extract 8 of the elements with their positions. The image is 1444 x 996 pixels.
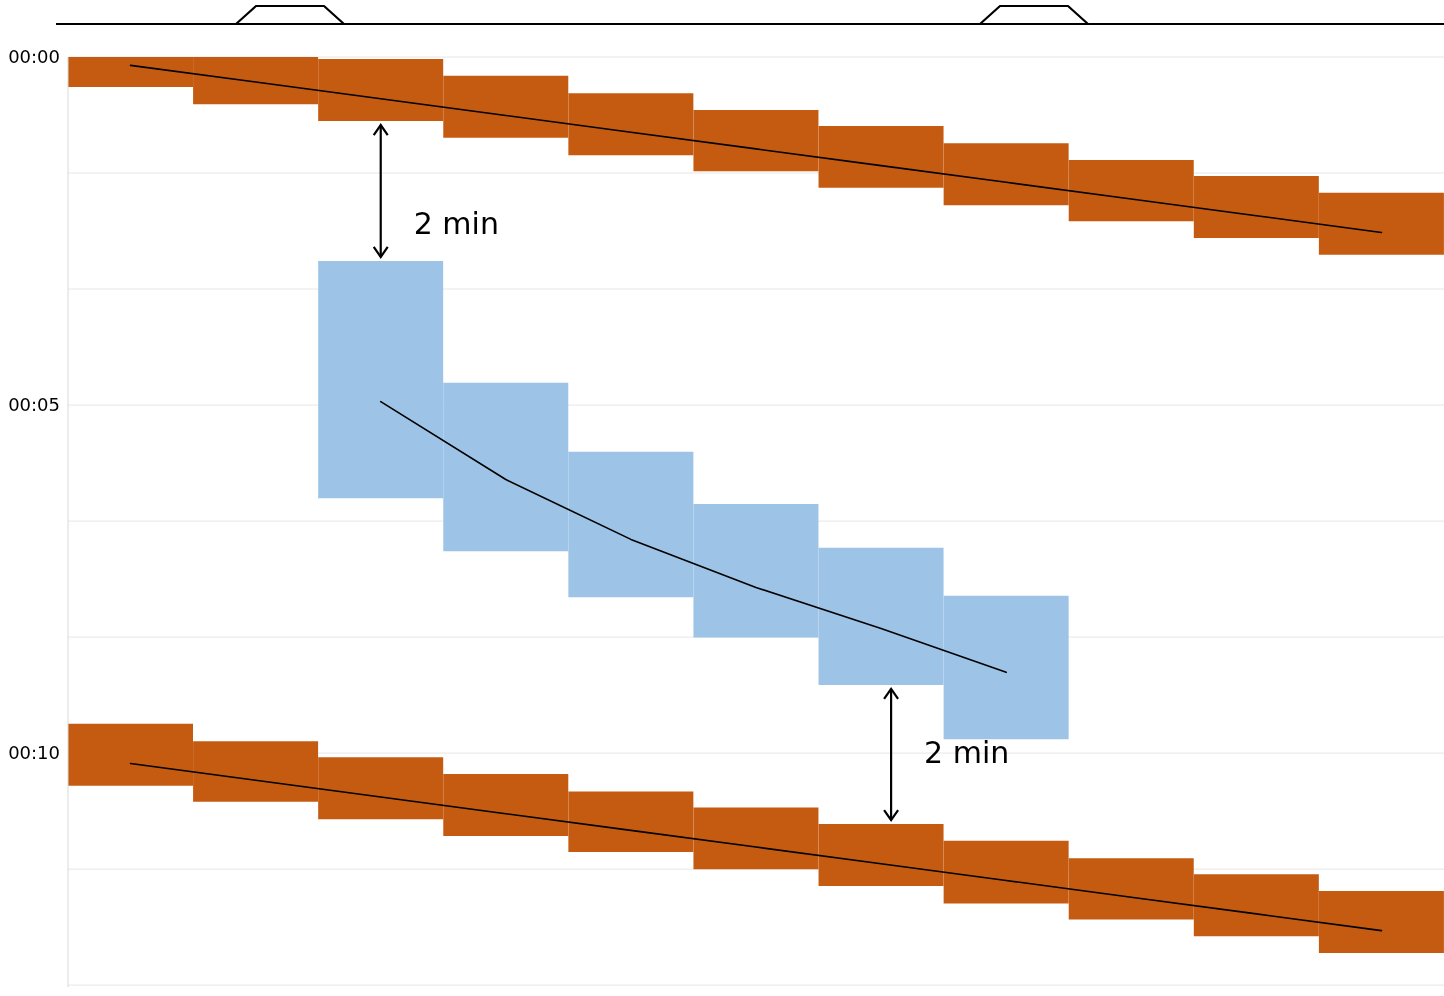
y-tick-label: 00:00 [8,46,60,68]
annotation: 2 min [924,735,1010,770]
annotation: 2 min [413,205,499,241]
y-tick-label: 00:10 [8,742,60,764]
line-series [129,64,1383,234]
line-series [379,400,1007,674]
line-series [129,762,1383,932]
y-tick-label: 00:05 [8,394,60,416]
